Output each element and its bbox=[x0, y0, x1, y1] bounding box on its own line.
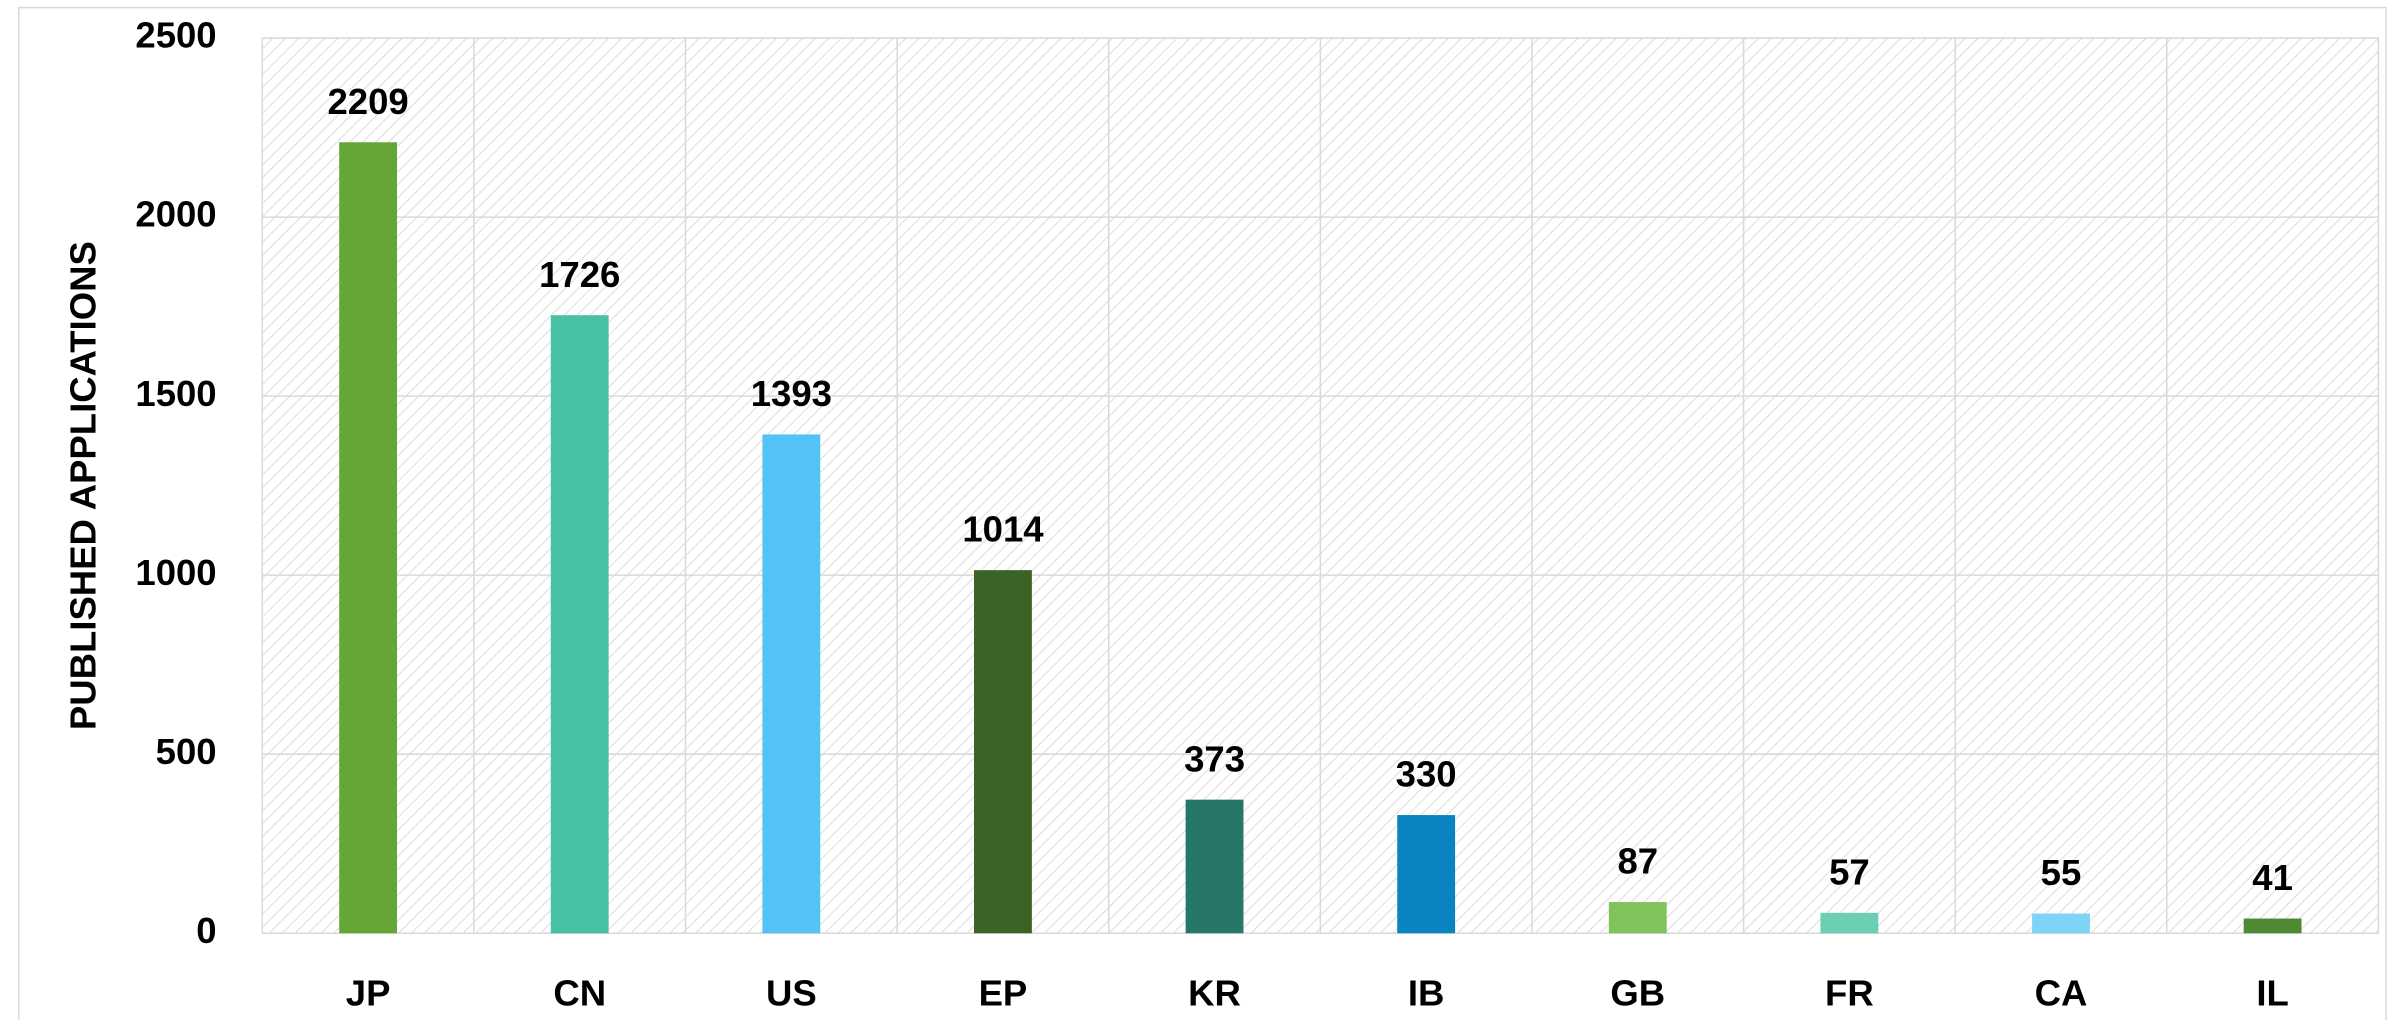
x-tick-label: GB bbox=[1610, 972, 1665, 1013]
y-tick-label: 1500 bbox=[135, 373, 216, 414]
value-label: 2209 bbox=[327, 81, 408, 122]
value-label: 1726 bbox=[539, 254, 620, 295]
y-tick-label: 0 bbox=[196, 910, 216, 951]
value-label: 373 bbox=[1184, 738, 1245, 779]
value-label: 55 bbox=[2041, 852, 2082, 893]
x-tick-label: FR bbox=[1825, 972, 1874, 1013]
y-axis-label: PUBLISHED APPLICATIONS bbox=[62, 241, 103, 730]
bar bbox=[2032, 913, 2090, 934]
x-tick-label: CN bbox=[553, 972, 606, 1013]
bar bbox=[974, 570, 1032, 934]
x-tick-label: EP bbox=[979, 972, 1028, 1013]
bar bbox=[2243, 918, 2302, 934]
x-tick-label: KR bbox=[1188, 972, 1241, 1013]
value-label: 1393 bbox=[751, 373, 832, 414]
x-tick-label: JP bbox=[346, 972, 391, 1013]
bar bbox=[1608, 902, 1667, 934]
value-label: 41 bbox=[2252, 857, 2293, 898]
y-tick-label: 500 bbox=[156, 731, 217, 772]
bar bbox=[1185, 799, 1244, 934]
x-tick-label: US bbox=[766, 972, 817, 1013]
value-label: 57 bbox=[1829, 851, 1870, 892]
chart-frame bbox=[17, 6, 2387, 1020]
x-tick-label: CA bbox=[2035, 972, 2088, 1013]
bar bbox=[762, 434, 821, 934]
bar bbox=[1397, 815, 1456, 934]
y-tick-label: 2000 bbox=[135, 194, 216, 235]
bar bbox=[1820, 912, 1879, 934]
bar bbox=[339, 142, 398, 934]
value-label: 330 bbox=[1396, 754, 1457, 795]
x-tick-label: IL bbox=[2256, 972, 2288, 1013]
value-label: 1014 bbox=[962, 509, 1044, 550]
x-tick-label: IB bbox=[1408, 972, 1445, 1013]
y-tick-label: 2500 bbox=[135, 15, 216, 56]
value-label: 87 bbox=[1617, 841, 1658, 882]
bar bbox=[550, 315, 609, 934]
y-tick-label: 1000 bbox=[135, 552, 216, 593]
